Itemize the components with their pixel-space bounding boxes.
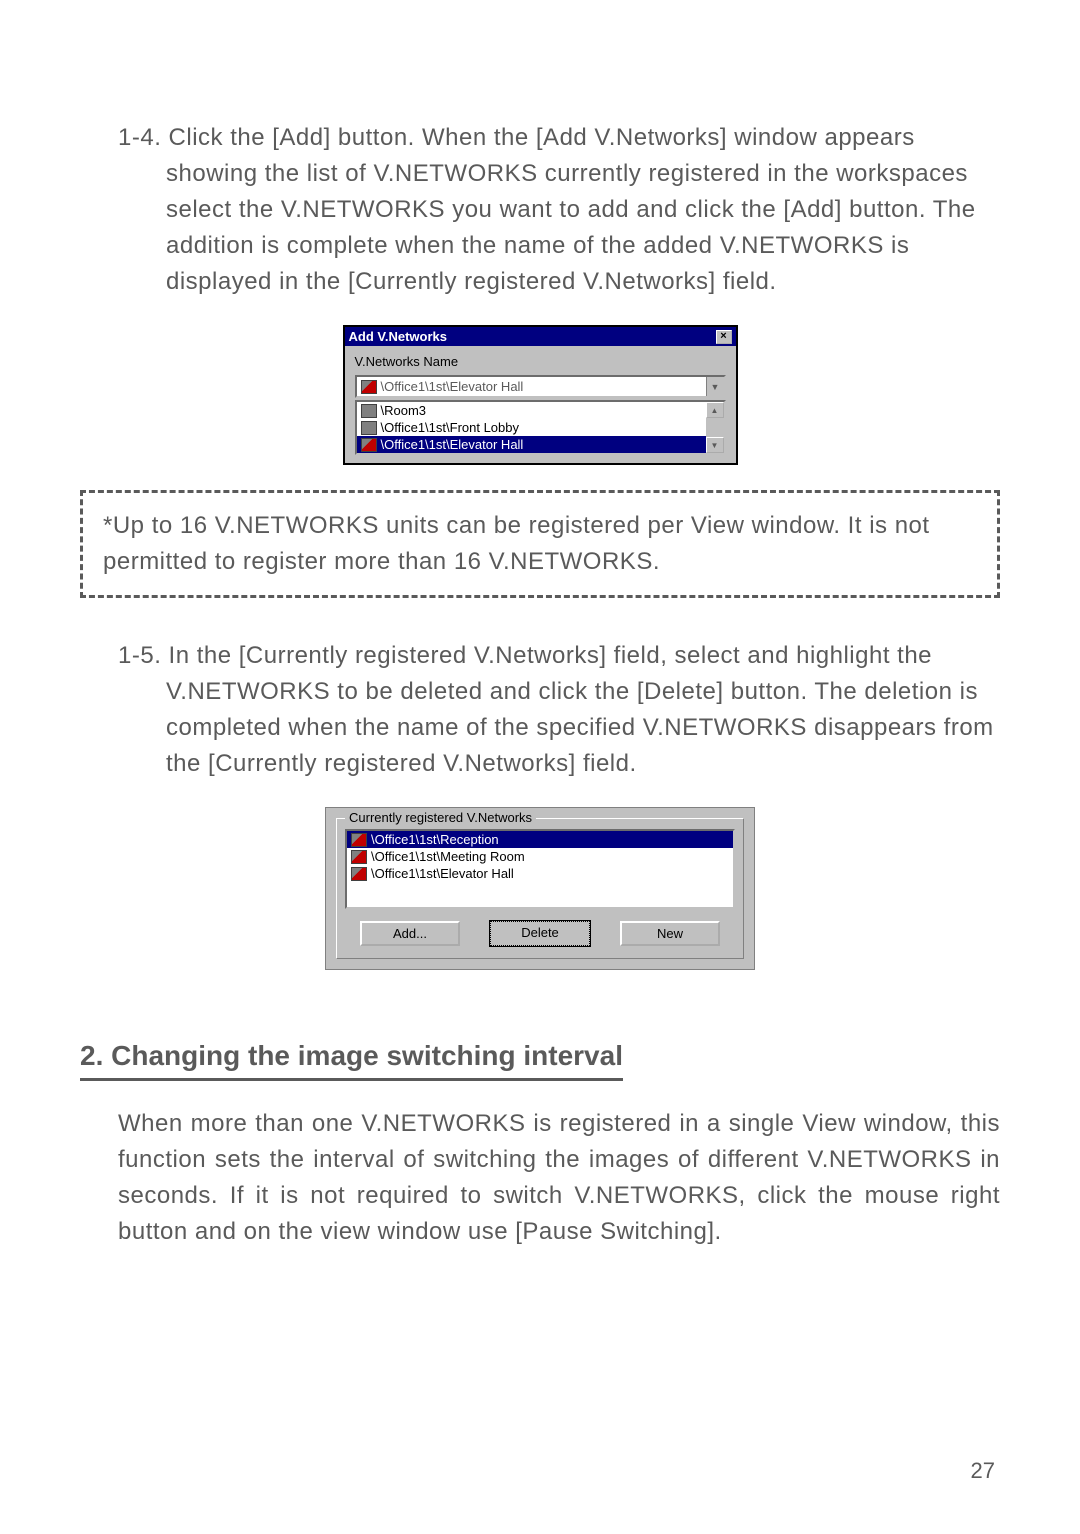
note-box: *Up to 16 V.NETWORKS units can be regist… (80, 490, 1000, 598)
add-vnetworks-dialog: Add V.Networks × V.Networks Name \Office… (343, 325, 738, 465)
step-number: 1-5. (118, 642, 161, 669)
list-item[interactable]: \Office1\1st\Front Lobby (357, 419, 706, 436)
vnetworks-dropdown[interactable]: \Office1\1st\Elevator Hall ▼ (355, 375, 726, 398)
dialog-body: V.Networks Name \Office1\1st\Elevator Ha… (345, 346, 736, 463)
step-1-5: 1-5. In the [Currently registered V.Netw… (118, 638, 1000, 782)
vnetworks-list: \Room3 \Office1\1st\Front Lobby \Office1\1… (355, 400, 726, 455)
fieldset-legend: Currently registered V.Networks (345, 810, 536, 825)
add-button[interactable]: Add... (360, 921, 460, 946)
list-item-label: \Office1\1st\Meeting Room (371, 849, 525, 864)
list-item[interactable]: \Room3 (357, 402, 706, 419)
section-body: When more than one V.NETWORKS is registe… (118, 1106, 1000, 1250)
page-number: 27 (971, 1458, 995, 1484)
step-text: Click the [Add] button. When the [Add V.… (166, 124, 976, 295)
camera-icon (361, 404, 377, 418)
close-button[interactable]: × (716, 330, 732, 344)
list-item-label: \Office1\1st\Front Lobby (381, 420, 520, 435)
camera-icon (351, 833, 367, 847)
step-1-4: 1-4. Click the [Add] button. When the [A… (118, 120, 1000, 300)
delete-button[interactable]: Delete (490, 921, 590, 946)
list-item[interactable]: \Office1\1st\Elevator Hall (357, 436, 706, 453)
dropdown-arrow-icon[interactable]: ▼ (706, 377, 724, 396)
scroll-down-icon[interactable]: ▼ (706, 437, 724, 453)
section-heading: 2. Changing the image switching interval (80, 1040, 623, 1081)
button-row: Add... Delete New (345, 921, 735, 946)
list-item-label: \Room3 (381, 403, 427, 418)
fieldset: Currently registered V.Networks \Office1… (336, 818, 744, 959)
note-text: *Up to 16 V.NETWORKS units can be regist… (103, 512, 930, 575)
dialog-title: Add V.Networks (349, 329, 448, 344)
field-label: V.Networks Name (355, 354, 726, 369)
camera-icon (351, 867, 367, 881)
new-button[interactable]: New (620, 921, 720, 946)
scroll-up-icon[interactable]: ▲ (706, 402, 724, 418)
registered-vnetworks-panel: Currently registered V.Networks \Office1… (325, 807, 755, 970)
list-item-label: \Office1\1st\Elevator Hall (371, 866, 514, 881)
camera-icon (361, 421, 377, 435)
list-item-label: \Office1\1st\Elevator Hall (381, 437, 524, 452)
scrollbar[interactable]: ▲ ▼ (706, 402, 724, 453)
registered-listbox[interactable]: \Office1\1st\Reception \Office1\1st\Meeti… (345, 829, 735, 909)
dropdown-value: \Office1\1st\Elevator Hall (381, 379, 524, 394)
step-text: In the [Currently registered V.Networks]… (166, 642, 994, 777)
camera-icon (361, 438, 377, 452)
list-item[interactable]: \Office1\1st\Reception (347, 831, 733, 848)
list-item[interactable]: \Office1\1st\Elevator Hall (347, 865, 733, 882)
step-number: 1-4. (118, 124, 161, 151)
camera-icon (351, 850, 367, 864)
list-item-label: \Office1\1st\Reception (371, 832, 499, 847)
dialog-titlebar: Add V.Networks × (345, 327, 736, 346)
list-item[interactable]: \Office1\1st\Meeting Room (347, 848, 733, 865)
camera-icon (361, 380, 377, 394)
